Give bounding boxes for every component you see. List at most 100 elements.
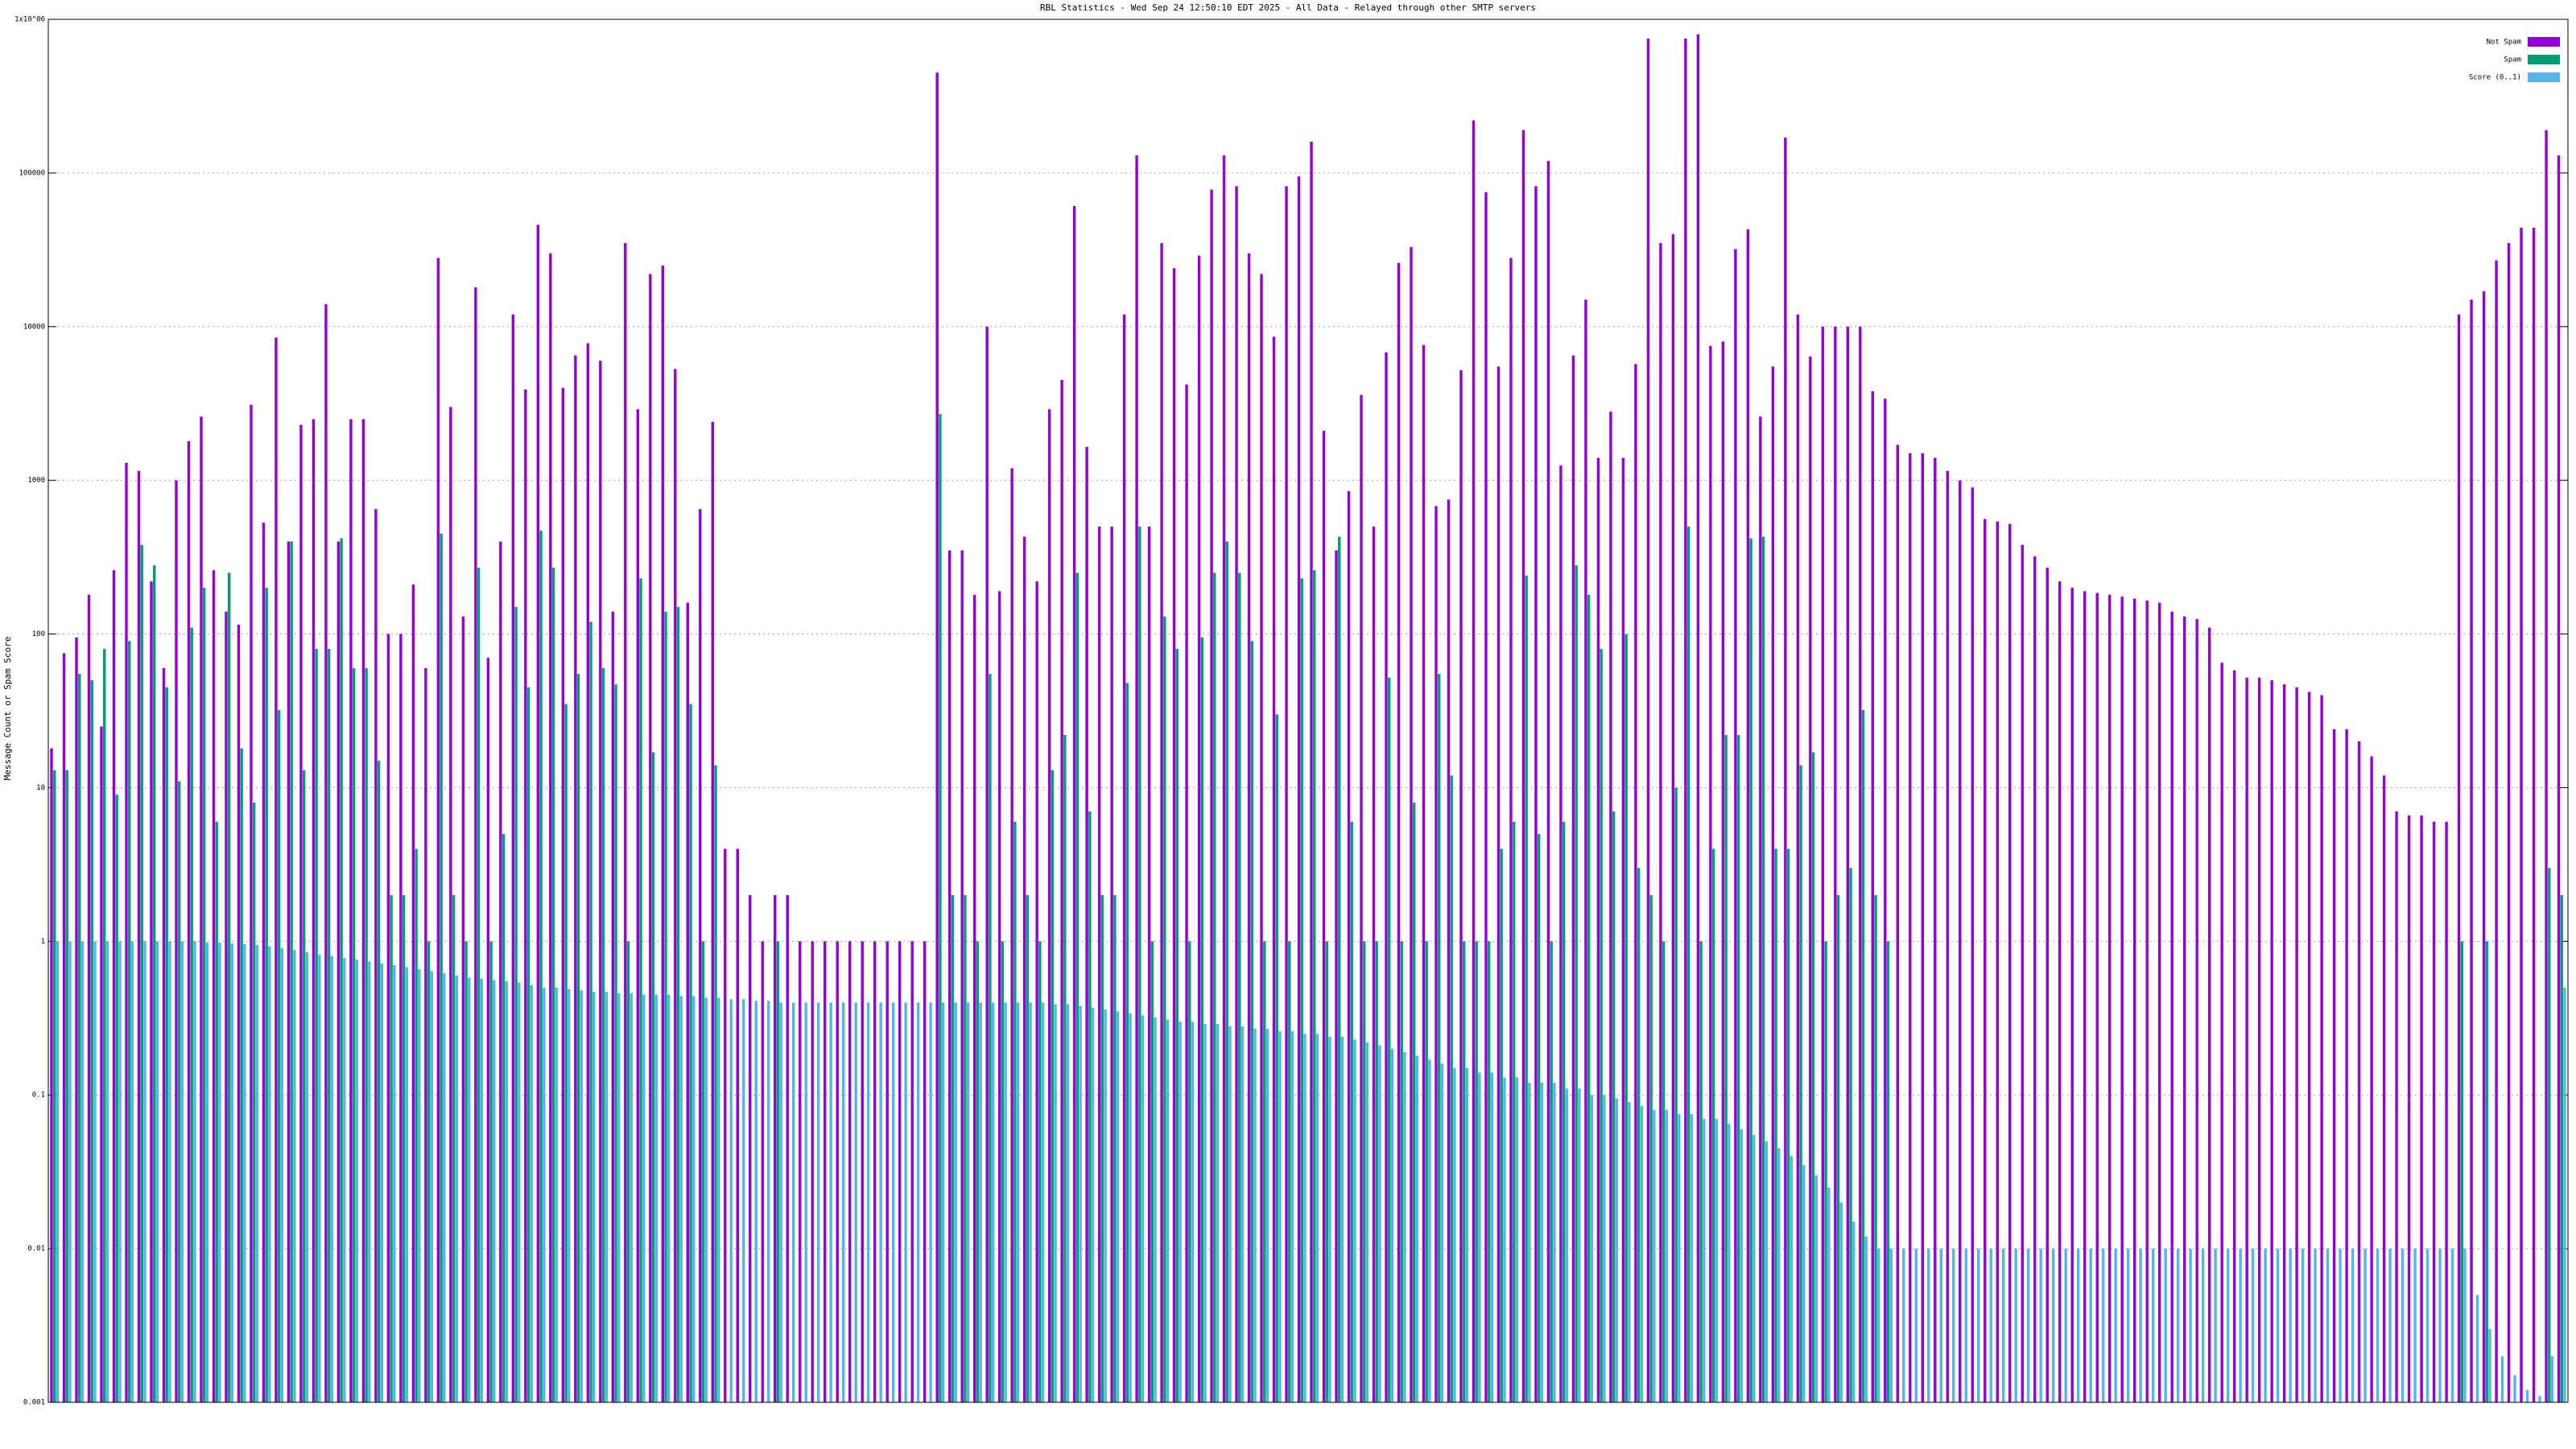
bar bbox=[1734, 249, 1737, 1403]
bar bbox=[62, 653, 66, 1402]
bar bbox=[75, 637, 78, 1402]
bar bbox=[2201, 1249, 2205, 1402]
y-tick-label: 100000 bbox=[19, 169, 45, 177]
bar bbox=[2145, 601, 2149, 1402]
bar bbox=[2307, 691, 2311, 1402]
bar bbox=[1260, 274, 1263, 1402]
legend-swatch bbox=[2528, 72, 2560, 82]
bar bbox=[586, 343, 590, 1402]
legend-label: Spam bbox=[2504, 56, 2521, 64]
bar bbox=[741, 999, 745, 1402]
bar bbox=[1415, 1055, 1419, 1402]
bar bbox=[1097, 526, 1101, 1403]
bar bbox=[318, 954, 321, 1402]
bar bbox=[140, 544, 143, 1402]
y-tick-label: 1 bbox=[41, 938, 45, 946]
bar bbox=[611, 611, 615, 1402]
bar bbox=[1275, 714, 1278, 1402]
bar bbox=[2108, 594, 2112, 1402]
bar bbox=[2151, 1249, 2155, 1402]
bar bbox=[205, 943, 209, 1402]
bar bbox=[1503, 1077, 1506, 1402]
bar bbox=[866, 1002, 870, 1402]
plot-frame bbox=[47, 19, 2569, 1403]
bar bbox=[243, 943, 246, 1402]
bar bbox=[2026, 1249, 2030, 1402]
bar bbox=[330, 956, 334, 1402]
bar bbox=[227, 572, 231, 1402]
bar bbox=[1487, 941, 1491, 1402]
bar bbox=[2550, 1356, 2554, 1402]
bar bbox=[2189, 1249, 2192, 1402]
bar bbox=[1313, 570, 1316, 1402]
bar bbox=[1500, 848, 1503, 1402]
bar bbox=[954, 1002, 957, 1402]
bar bbox=[854, 1002, 857, 1402]
bar bbox=[904, 1002, 907, 1402]
bar bbox=[1686, 526, 1690, 1403]
bar bbox=[125, 462, 128, 1402]
y-tick-label: 100 bbox=[32, 630, 45, 638]
bar bbox=[2157, 602, 2161, 1402]
bar bbox=[1827, 1187, 1831, 1402]
y-tick-label: 0.01 bbox=[27, 1245, 45, 1253]
bar bbox=[589, 621, 592, 1402]
bar bbox=[674, 369, 677, 1403]
bar bbox=[1360, 394, 1363, 1402]
bar bbox=[2485, 941, 2488, 1402]
bar bbox=[724, 848, 727, 1402]
bar bbox=[1437, 674, 1441, 1402]
bar bbox=[1777, 1148, 1781, 1402]
bar bbox=[1179, 1022, 1182, 1402]
bar bbox=[1410, 246, 1413, 1403]
bar bbox=[1163, 616, 1166, 1402]
bar bbox=[268, 946, 271, 1402]
bar bbox=[390, 894, 393, 1402]
bar bbox=[324, 303, 328, 1402]
bar bbox=[1385, 352, 1388, 1402]
bar bbox=[293, 949, 296, 1402]
bar bbox=[2475, 1294, 2479, 1402]
bar bbox=[1265, 1028, 1269, 1402]
bar bbox=[1575, 565, 1578, 1403]
bar bbox=[561, 387, 565, 1402]
bar bbox=[1671, 233, 1675, 1403]
bar bbox=[1799, 765, 1802, 1402]
bar bbox=[1013, 821, 1017, 1402]
bar bbox=[576, 674, 580, 1402]
bar bbox=[1736, 735, 1740, 1402]
bar bbox=[2401, 1249, 2405, 1402]
bar bbox=[315, 649, 318, 1402]
bar bbox=[53, 770, 56, 1402]
bar bbox=[418, 968, 421, 1402]
bar bbox=[1690, 1114, 1694, 1402]
bar bbox=[1653, 1109, 1656, 1402]
bar bbox=[336, 541, 341, 1403]
bar bbox=[1559, 465, 1563, 1402]
bar bbox=[153, 565, 156, 1403]
bar bbox=[1238, 572, 1241, 1402]
bar bbox=[861, 941, 864, 1402]
bar bbox=[2058, 581, 2062, 1402]
bar bbox=[1088, 811, 1092, 1402]
bar bbox=[1035, 581, 1038, 1402]
bar bbox=[1428, 1059, 1431, 1402]
bar bbox=[361, 419, 365, 1402]
bar bbox=[518, 982, 521, 1402]
bar bbox=[1984, 518, 1987, 1402]
bar bbox=[2295, 687, 2298, 1402]
bar bbox=[1016, 1002, 1020, 1402]
bar bbox=[1340, 1036, 1344, 1402]
bar bbox=[1665, 1109, 1669, 1402]
bar bbox=[280, 948, 284, 1402]
y-tick-label: 10 bbox=[36, 784, 45, 792]
bar bbox=[1886, 941, 1890, 1402]
bar bbox=[761, 941, 764, 1402]
bar bbox=[841, 1002, 845, 1402]
bar bbox=[1041, 1002, 1045, 1402]
bar bbox=[1478, 1072, 1481, 1402]
bar bbox=[1612, 811, 1616, 1402]
bar bbox=[1166, 1019, 1170, 1402]
bar bbox=[1550, 941, 1553, 1402]
bar bbox=[150, 581, 153, 1402]
